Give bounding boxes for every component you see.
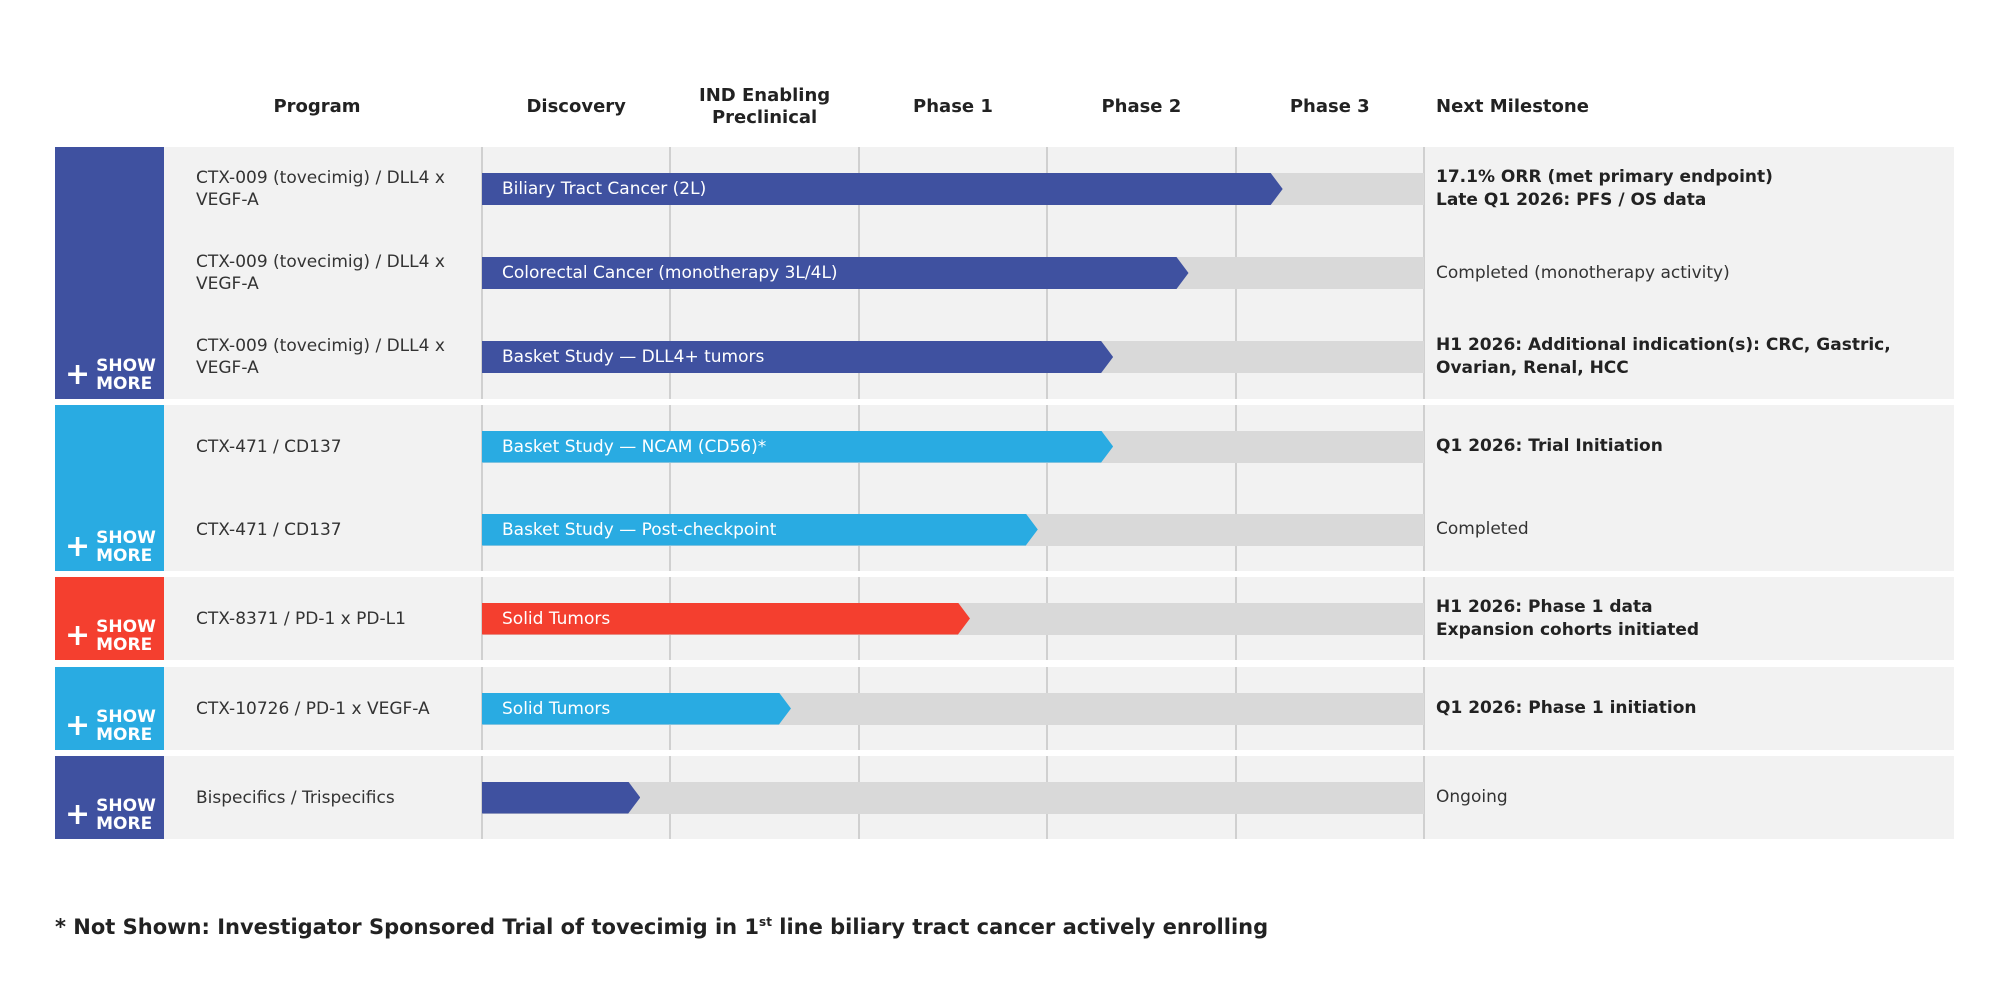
header-program: Program: [273, 96, 361, 117]
milestone-line: Late Q1 2026: PFS / OS data: [1436, 190, 1707, 210]
header-stage: Discovery: [526, 96, 626, 117]
show-more-button[interactable]: + SHOW MORE: [65, 618, 156, 654]
stage-divider: [1423, 756, 1425, 839]
next-milestone: Q1 2026: Phase 1 initiation: [1436, 697, 1936, 720]
header-stage: Phase 3: [1289, 96, 1370, 117]
program-name: CTX-471 / CD137: [196, 436, 342, 457]
progress-bar: Colorectal Cancer (monotherapy 3L/4L): [482, 257, 1189, 289]
program-name: CTX-009 (tovecimig) / DLL4 x VEGF-A: [196, 252, 445, 294]
indication-label: Basket Study — Post-checkpoint: [502, 519, 777, 540]
show-more-button[interactable]: + SHOW MORE: [65, 708, 156, 744]
show-more-label: MORE: [96, 374, 153, 394]
program-group: + SHOW MORE: [55, 667, 1954, 750]
progress-bar: Biliary Tract Cancer (2L): [482, 173, 1283, 205]
group-color-tag: + SHOW MORE: [55, 405, 164, 571]
program-name: CTX-009 (tovecimig) / DLL4 x VEGF-A: [196, 336, 445, 378]
program-name: Bispecifics / Trispecifics: [196, 787, 395, 808]
progress-bar: Solid Tumors: [482, 693, 791, 725]
next-milestone: H1 2026: Phase 1 data Expansion cohorts i…: [1436, 596, 1936, 642]
next-milestone: H1 2026: Additional indication(s): CRC, …: [1436, 334, 1936, 380]
header-stage: Phase 2: [1101, 96, 1182, 117]
plus-icon: +: [65, 708, 91, 743]
milestone-line: Q1 2026: Phase 1 initiation: [1436, 698, 1697, 718]
indication-label: Biliary Tract Cancer (2L): [502, 179, 707, 199]
show-more-label: MORE: [96, 546, 153, 566]
milestone-line: H1 2026: Additional indication(s): CRC, …: [1436, 335, 1891, 378]
progress-bar: Solid Tumors: [482, 603, 970, 635]
next-milestone: Q1 2026: Trial Initiation: [1436, 435, 1936, 458]
show-more-label: MORE: [96, 635, 153, 655]
show-more-label: SHOW: [96, 528, 156, 548]
indication-label: Solid Tumors: [502, 608, 611, 629]
stage-divider: [1234, 405, 1237, 571]
group-color-tag: + SHOW MORE: [55, 667, 164, 750]
show-more-button[interactable]: + SHOW MORE: [65, 797, 156, 833]
show-more-button[interactable]: + SHOW MORE: [65, 529, 156, 565]
program-name: CTX-8371 / PD-1 x PD-L1: [196, 608, 406, 629]
header-next-milestone: Next Milestone: [1436, 96, 1589, 117]
stage-divider: [1423, 147, 1425, 399]
indication-label: Basket Study — NCAM (CD56)*: [502, 436, 767, 457]
group-color-tag: + SHOW MORE: [55, 147, 164, 399]
group-color-tag: + SHOW MORE: [55, 577, 164, 660]
show-more-label: SHOW: [96, 796, 156, 816]
progress-bar: Basket Study — NCAM (CD56)*: [482, 431, 1113, 463]
program-name: CTX-10726 / PD-1 x VEGF-A: [196, 698, 430, 719]
next-milestone: Ongoing: [1436, 786, 1936, 809]
show-more-label: SHOW: [96, 356, 156, 376]
next-milestone: Completed: [1436, 518, 1936, 541]
footnote: * Not Shown: Investigator Sponsored Tria…: [55, 915, 1269, 939]
plus-icon: +: [65, 797, 91, 832]
program-name: CTX-471 / CD137: [196, 519, 342, 540]
milestone-line: Expansion cohorts initiated: [1436, 619, 1700, 640]
stage-divider: [669, 405, 672, 571]
plus-icon: +: [65, 618, 91, 653]
header-stage: Phase 1: [913, 96, 993, 117]
milestone-line: Ongoing: [1436, 787, 1508, 807]
milestone-line: Completed: [1436, 519, 1529, 539]
stage-divider: [857, 405, 860, 571]
stage-divider: [1423, 577, 1425, 660]
show-more-label: SHOW: [96, 617, 156, 637]
indication-label: Solid Tumors: [502, 698, 611, 719]
next-milestone: Completed (monotherapy activity): [1436, 262, 1936, 285]
stage-divider: [1046, 405, 1049, 571]
plus-icon: +: [65, 357, 91, 392]
program-name: CTX-009 (tovecimig) / DLL4 x VEGF-A: [196, 168, 445, 210]
indication-label: Basket Study — DLL4+ tumors: [502, 347, 765, 367]
progress-bar: Basket Study — Post-checkpoint: [482, 514, 1038, 546]
stage-divider: [1423, 405, 1425, 571]
group-color-tag: + SHOW MORE: [55, 756, 164, 839]
milestone-line: 17.1% ORR (met primary endpoint): [1436, 167, 1773, 187]
milestone-line: Q1 2026: Trial Initiation: [1436, 436, 1663, 456]
plus-icon: +: [65, 529, 91, 564]
show-more-label: MORE: [96, 725, 153, 745]
indication-label: [482, 788, 502, 808]
milestone-line: H1 2026: Phase 1 data: [1436, 596, 1653, 617]
show-more-button[interactable]: + SHOW MORE: [65, 357, 156, 393]
show-more-label: MORE: [96, 814, 153, 834]
stage-divider: [1423, 667, 1425, 750]
progress-bar: Basket Study — DLL4+ tumors: [482, 341, 1113, 373]
next-milestone: 17.1% ORR (met primary endpoint) Late Q1 …: [1436, 166, 1936, 212]
header-stage: IND Enabling Preclinical: [699, 85, 831, 128]
indication-label: Colorectal Cancer (monotherapy 3L/4L): [502, 263, 838, 283]
show-more-label: SHOW: [96, 707, 156, 727]
progress-bar: [482, 782, 640, 814]
milestone-line: Completed (monotherapy activity): [1436, 262, 1730, 283]
stage-divider: [481, 405, 483, 571]
